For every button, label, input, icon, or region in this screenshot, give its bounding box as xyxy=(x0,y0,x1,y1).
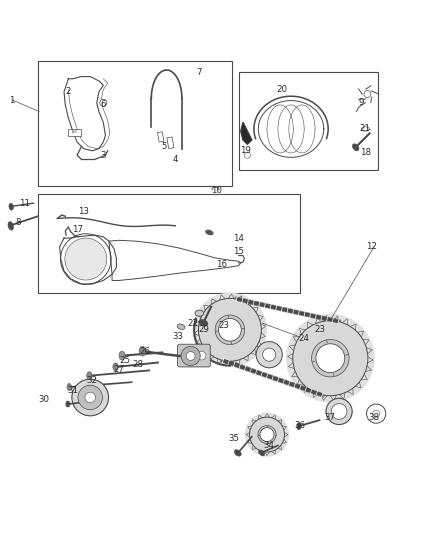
Text: 14: 14 xyxy=(233,233,244,243)
Ellipse shape xyxy=(195,310,204,316)
Circle shape xyxy=(194,293,266,366)
Text: 16: 16 xyxy=(215,260,227,269)
Text: 20: 20 xyxy=(277,85,288,94)
Ellipse shape xyxy=(259,450,265,456)
Ellipse shape xyxy=(353,144,359,151)
Circle shape xyxy=(198,298,261,361)
Circle shape xyxy=(100,99,107,106)
Circle shape xyxy=(182,351,191,360)
Text: 4: 4 xyxy=(173,155,178,164)
Circle shape xyxy=(373,410,380,417)
Text: 30: 30 xyxy=(39,395,50,404)
Circle shape xyxy=(60,234,111,285)
Polygon shape xyxy=(258,101,324,157)
Text: 31: 31 xyxy=(67,386,78,395)
Text: 29: 29 xyxy=(198,325,209,334)
Text: 33: 33 xyxy=(172,332,183,341)
Text: 6: 6 xyxy=(101,100,106,109)
Ellipse shape xyxy=(119,351,125,360)
Bar xyxy=(68,129,81,135)
Circle shape xyxy=(65,238,107,280)
Circle shape xyxy=(219,318,241,341)
Circle shape xyxy=(331,403,347,419)
Text: 35: 35 xyxy=(229,434,240,443)
Text: 11: 11 xyxy=(19,199,30,208)
Text: 37: 37 xyxy=(325,413,336,422)
Text: 13: 13 xyxy=(78,207,89,216)
Circle shape xyxy=(364,91,371,98)
Circle shape xyxy=(181,346,200,366)
Ellipse shape xyxy=(113,363,118,371)
Circle shape xyxy=(72,379,109,416)
Ellipse shape xyxy=(177,324,185,329)
Ellipse shape xyxy=(199,319,208,326)
Text: 10: 10 xyxy=(211,185,223,195)
Text: 24: 24 xyxy=(299,334,310,343)
Ellipse shape xyxy=(205,230,213,235)
Text: 38: 38 xyxy=(368,413,379,422)
Circle shape xyxy=(78,385,102,410)
Ellipse shape xyxy=(234,450,241,456)
Text: 8: 8 xyxy=(15,219,21,228)
Ellipse shape xyxy=(139,346,146,356)
Text: 9: 9 xyxy=(358,98,364,107)
Text: 27: 27 xyxy=(113,365,124,374)
Circle shape xyxy=(258,425,276,443)
Circle shape xyxy=(326,398,352,425)
Text: 26: 26 xyxy=(139,347,150,356)
Text: 3: 3 xyxy=(101,151,106,160)
Bar xyxy=(38,195,300,293)
Text: 32: 32 xyxy=(87,376,98,384)
Text: 25: 25 xyxy=(120,356,131,365)
Text: 19: 19 xyxy=(240,146,251,155)
Text: 12: 12 xyxy=(366,243,377,252)
Ellipse shape xyxy=(297,423,301,430)
Text: 2: 2 xyxy=(66,87,71,96)
Text: 23: 23 xyxy=(218,321,229,330)
Circle shape xyxy=(250,417,285,452)
Text: 28: 28 xyxy=(133,360,144,369)
Text: 18: 18 xyxy=(360,149,371,157)
Ellipse shape xyxy=(361,127,369,131)
Circle shape xyxy=(215,315,245,344)
Text: 36: 36 xyxy=(294,422,305,430)
Text: 22: 22 xyxy=(187,319,198,328)
Text: 34: 34 xyxy=(264,441,275,450)
Circle shape xyxy=(244,152,251,158)
Circle shape xyxy=(367,404,386,423)
Text: 7: 7 xyxy=(197,68,202,77)
Circle shape xyxy=(293,321,368,395)
Circle shape xyxy=(287,314,374,402)
Bar xyxy=(38,61,232,185)
Polygon shape xyxy=(241,123,252,144)
Circle shape xyxy=(85,392,95,403)
Text: 1: 1 xyxy=(9,96,14,105)
Circle shape xyxy=(246,413,288,456)
Bar xyxy=(158,132,164,142)
Text: 15: 15 xyxy=(233,247,244,256)
Ellipse shape xyxy=(66,401,70,407)
Text: 23: 23 xyxy=(314,325,325,334)
Circle shape xyxy=(260,427,274,441)
Ellipse shape xyxy=(8,222,14,230)
Circle shape xyxy=(197,351,206,360)
FancyBboxPatch shape xyxy=(177,344,210,367)
Text: 17: 17 xyxy=(71,225,83,234)
Ellipse shape xyxy=(67,384,71,391)
Text: 21: 21 xyxy=(360,125,371,133)
Bar xyxy=(239,72,378,171)
Text: 5: 5 xyxy=(162,142,167,151)
Ellipse shape xyxy=(9,203,14,210)
Circle shape xyxy=(263,348,276,361)
Circle shape xyxy=(186,352,195,360)
Circle shape xyxy=(256,342,283,368)
Text: JBB: JBB xyxy=(71,130,78,134)
Bar xyxy=(167,137,174,149)
Ellipse shape xyxy=(87,372,92,379)
Circle shape xyxy=(311,340,349,377)
Circle shape xyxy=(316,344,345,373)
